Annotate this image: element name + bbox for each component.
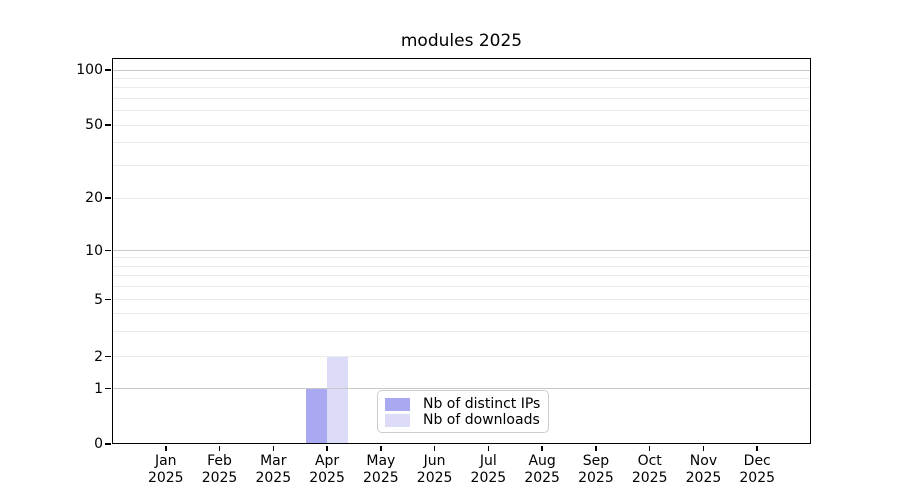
gridline-minor	[112, 142, 811, 144]
gridline-minor	[112, 165, 811, 167]
x-tick-month: Nov	[689, 453, 718, 469]
x-tick-year: 2025	[201, 470, 238, 486]
gridline-minor	[112, 265, 811, 267]
x-tick	[218, 445, 221, 451]
x-tick-year: 2025	[631, 470, 668, 486]
x-tick-month: Sep	[582, 453, 610, 469]
gridline-major	[112, 388, 811, 389]
x-tick-label: Sep 2025	[578, 453, 614, 487]
x-tick-label: Jan 2025	[148, 453, 184, 487]
x-tick-label: Dec 2025	[739, 453, 775, 487]
gridline-minor	[112, 330, 811, 332]
x-tick-month: Jul	[479, 453, 497, 469]
x-tick-year: 2025	[416, 470, 453, 486]
legend-row: Nb of downloads	[385, 412, 540, 428]
x-tick	[326, 445, 328, 451]
gridline-minor	[112, 97, 811, 99]
chart-title: modules 2025	[400, 31, 523, 51]
x-tick-month: Apr	[314, 453, 340, 469]
y-tick	[104, 443, 111, 445]
x-tick-label: Mar 2025	[255, 453, 291, 487]
gridline-minor	[112, 275, 811, 277]
gridline-minor	[112, 312, 811, 314]
x-tick-year: 2025	[147, 470, 184, 486]
x-tick	[272, 445, 275, 451]
x-tick-year: 2025	[309, 470, 345, 486]
x-tick-year: 2025	[524, 470, 560, 486]
x-tick-year: 2025	[685, 470, 722, 486]
legend-label: Nb of distinct IPs	[423, 396, 541, 412]
gridline-minor	[112, 197, 811, 199]
x-tick	[541, 445, 543, 451]
x-tick-label: Oct 2025	[632, 453, 668, 487]
x-tick	[756, 445, 758, 451]
x-tick	[433, 445, 436, 451]
x-tick-month: Aug	[528, 453, 556, 469]
x-tick	[648, 445, 651, 451]
x-tick-label: Aug 2025	[524, 453, 560, 487]
y-tick	[104, 249, 111, 252]
gridline-minor	[112, 356, 811, 357]
gridline-minor	[112, 257, 811, 259]
x-tick-month: May	[366, 453, 396, 469]
y-tick-label: 50	[85, 117, 103, 134]
gridline-major	[112, 69, 811, 71]
y-tick	[104, 124, 111, 126]
y-tick-label: 1	[94, 380, 103, 397]
x-tick	[165, 445, 167, 451]
y-tick-label: 100	[76, 62, 103, 79]
y-tick	[104, 197, 111, 199]
x-tick-month: Mar	[260, 453, 287, 469]
y-tick-label: 20	[85, 190, 103, 207]
axes-spines	[112, 58, 811, 444]
x-tick-month: Jun	[423, 453, 446, 469]
x-tick	[487, 445, 490, 451]
bar-nb-of-downloads	[327, 356, 349, 444]
legend-row: Nb of distinct IPs	[385, 396, 540, 412]
y-tick-label: 5	[94, 291, 103, 308]
x-tick-year: 2025	[578, 470, 614, 486]
gridline-minor	[112, 77, 811, 79]
gridline-minor	[112, 286, 811, 288]
legend-label: Nb of downloads	[423, 412, 540, 428]
legend-swatch-nb-of-distinct-ips	[385, 397, 410, 411]
legend-swatch-nb-of-downloads	[385, 413, 410, 427]
gridline-major	[112, 250, 811, 251]
gridline-minor	[112, 87, 811, 89]
x-tick-label: Feb 2025	[202, 453, 238, 487]
x-tick-year: 2025	[470, 470, 507, 486]
x-tick-year: 2025	[255, 470, 292, 486]
y-tick	[104, 69, 111, 71]
legend: Nb of distinct IPs Nb of downloads	[377, 390, 549, 433]
x-tick	[380, 445, 382, 451]
x-tick	[595, 445, 597, 451]
x-tick-month: Dec	[743, 453, 771, 469]
y-tick-label: 10	[85, 242, 103, 259]
y-tick	[104, 355, 111, 358]
y-tick-label: 0	[94, 436, 103, 452]
x-tick-label: Nov 2025	[686, 453, 722, 487]
gridline-minor	[112, 299, 811, 301]
gridline-minor	[112, 124, 811, 126]
y-tick	[104, 298, 111, 301]
x-tick-label: May 2025	[363, 453, 399, 487]
x-tick-year: 2025	[739, 470, 776, 486]
plot-area: Nb of distinct IPs Nb of downloads 0 1 2 5 10…	[76, 58, 811, 486]
x-tick-month: Jan	[154, 453, 177, 469]
x-tick-label: Apr 2025	[309, 453, 345, 487]
gridline-minor	[112, 110, 811, 112]
x-tick-label: Jun 2025	[417, 453, 453, 487]
y-tick	[104, 387, 111, 390]
y-tick-label: 2	[94, 348, 103, 365]
x-tick	[702, 445, 705, 451]
x-tick-year: 2025	[363, 470, 399, 486]
x-tick-month: Oct	[637, 453, 662, 469]
bar-nb-of-distinct-ips	[306, 388, 328, 444]
x-tick-month: Feb	[207, 453, 232, 469]
x-tick-label: Jul 2025	[471, 453, 507, 487]
